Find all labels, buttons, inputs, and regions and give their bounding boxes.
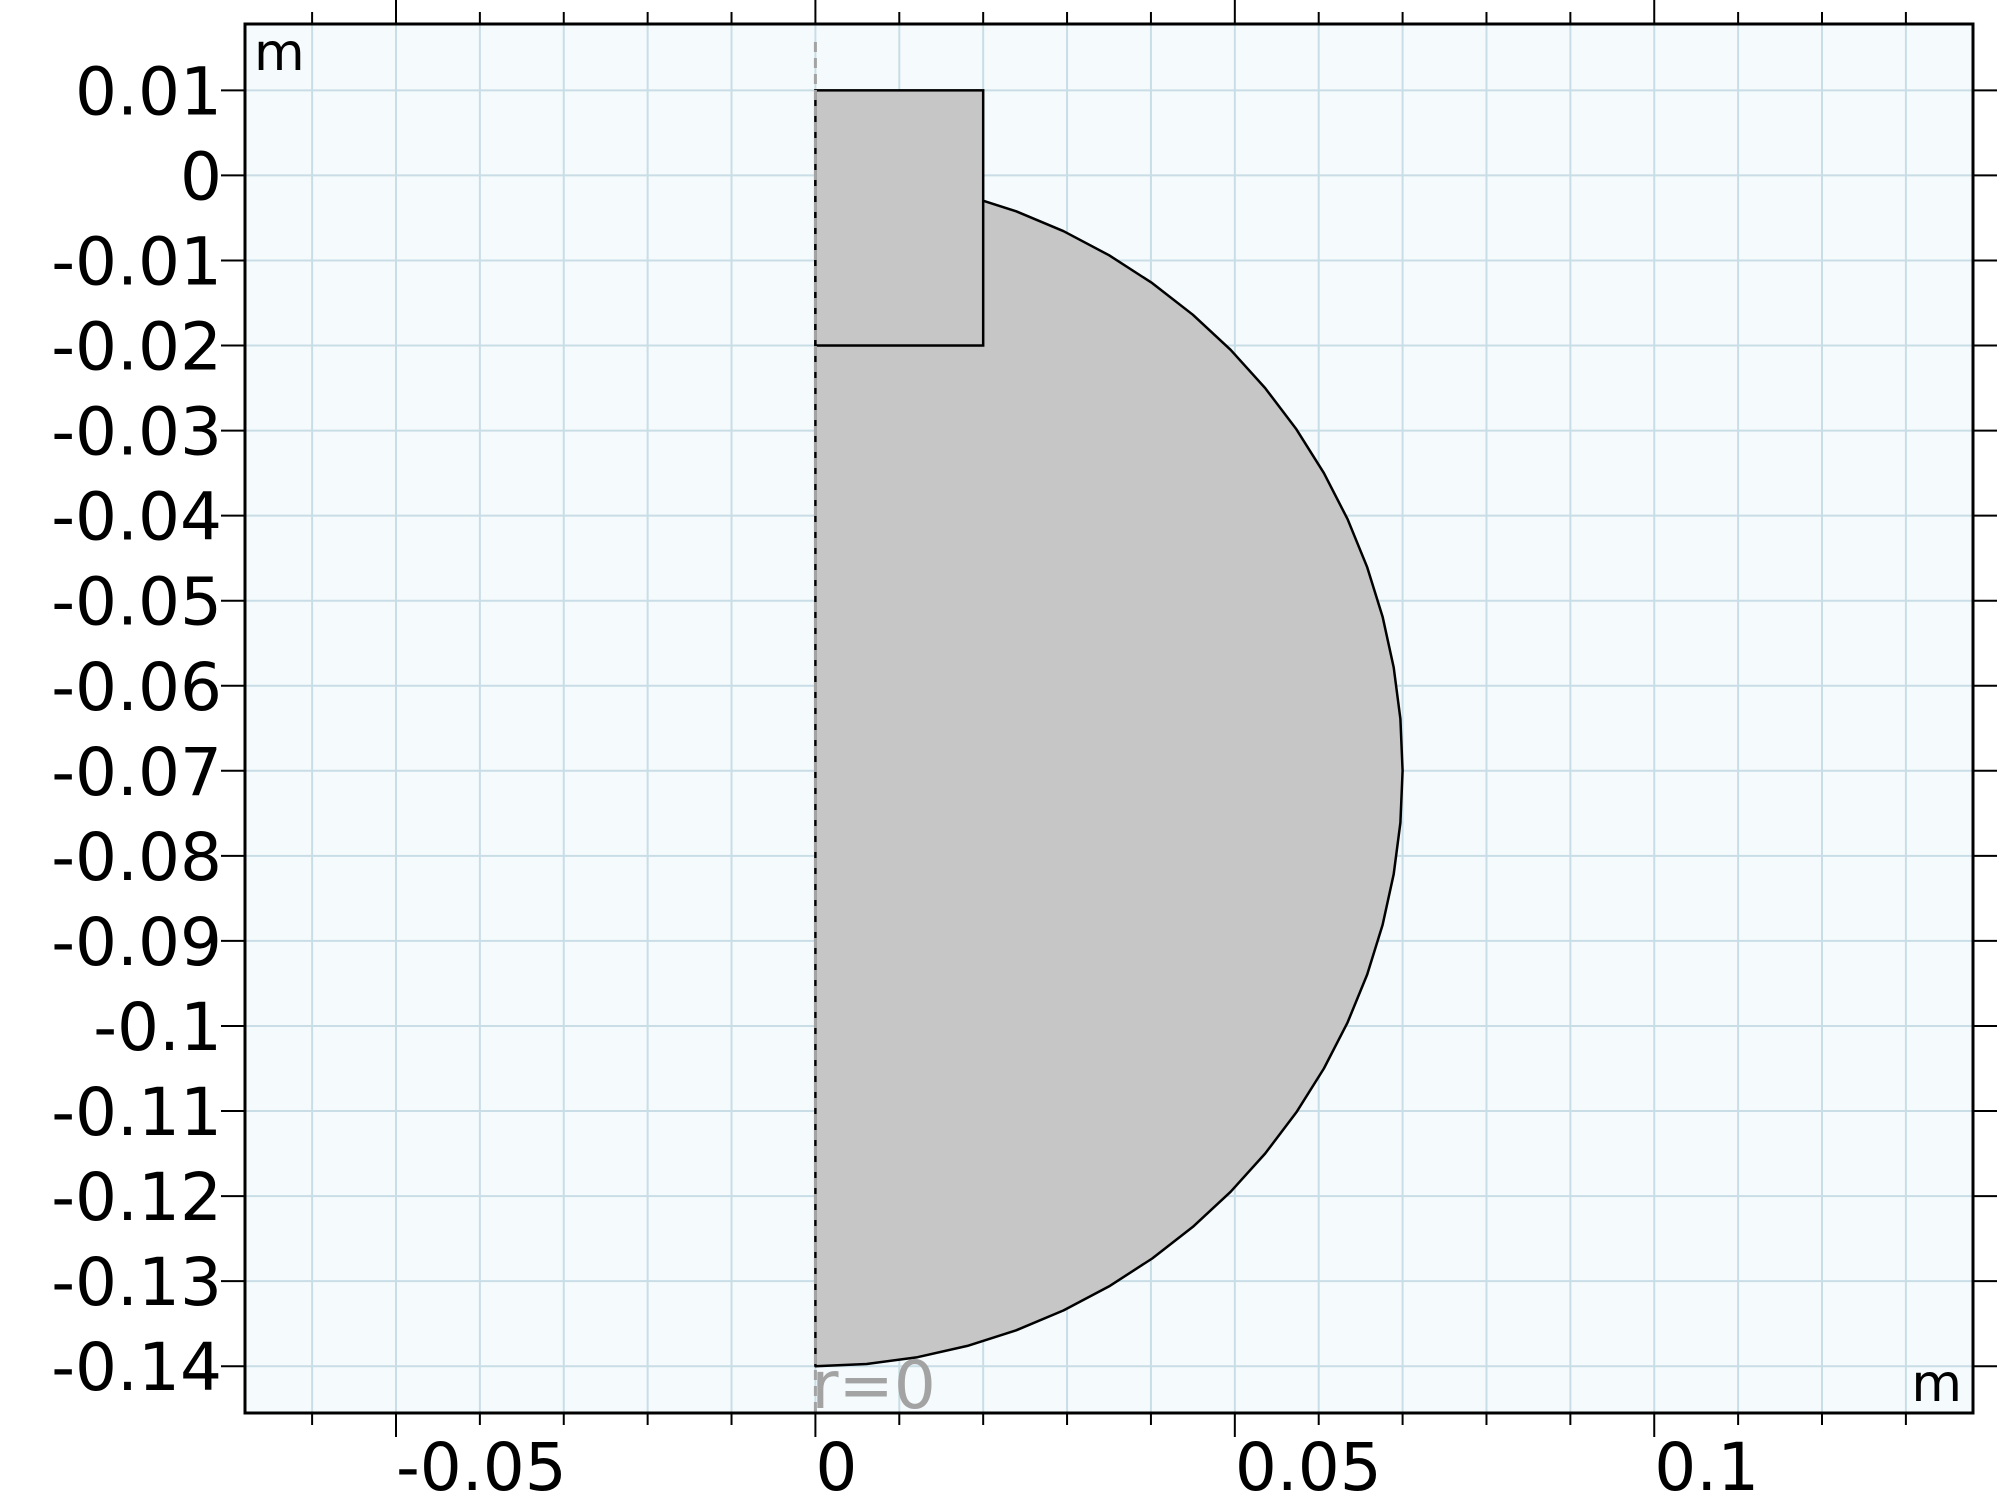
y-tick-label: -0.08: [51, 819, 222, 896]
y-tick-label: -0.03: [51, 394, 222, 471]
x-tick-label: -0.05: [396, 1429, 567, 1500]
y-unit-label: m: [254, 23, 305, 83]
x-tick-labels: -0.05 0 0.05 0.1: [396, 1429, 1759, 1500]
axis-ticks: [221, 0, 1997, 1437]
y-tick-label: -0.06: [51, 649, 222, 726]
y-tick-label: -0.09: [51, 904, 222, 981]
symmetry-axis-label: r=0: [811, 1347, 935, 1424]
y-tick-label: -0.12: [51, 1159, 222, 1236]
y-tick-labels: 0.01 0 -0.01 -0.02 -0.03 -0.04 -0.05 -0.06 -0.07…: [51, 53, 222, 1406]
y-tick-label: -0.13: [51, 1244, 222, 1321]
rectangle-domain[interactable]: [814, 89, 985, 347]
y-tick-label: 0: [180, 138, 222, 215]
x-tick-label: 0.05: [1235, 1429, 1382, 1500]
plot-frame: [243, 22, 1975, 1415]
y-tick-label: -0.05: [51, 564, 222, 641]
geometry-domains[interactable]: [814, 89, 1404, 1368]
y-tick-label: -0.11: [51, 1074, 222, 1151]
y-tick-label: -0.04: [51, 479, 222, 556]
y-tick-label: -0.1: [93, 989, 222, 1066]
half-circle-domain[interactable]: [814, 174, 1404, 1368]
y-tick-label: -0.02: [51, 309, 222, 386]
y-tick-label: -0.14: [51, 1329, 222, 1406]
x-tick-label: 0.1: [1654, 1429, 1759, 1500]
y-tick-label: -0.07: [51, 734, 222, 811]
x-tick-label: 0: [815, 1429, 857, 1500]
x-unit-label: m: [1911, 1354, 1962, 1414]
y-tick-label: 0.01: [75, 53, 222, 130]
y-tick-label: -0.01: [51, 223, 222, 300]
